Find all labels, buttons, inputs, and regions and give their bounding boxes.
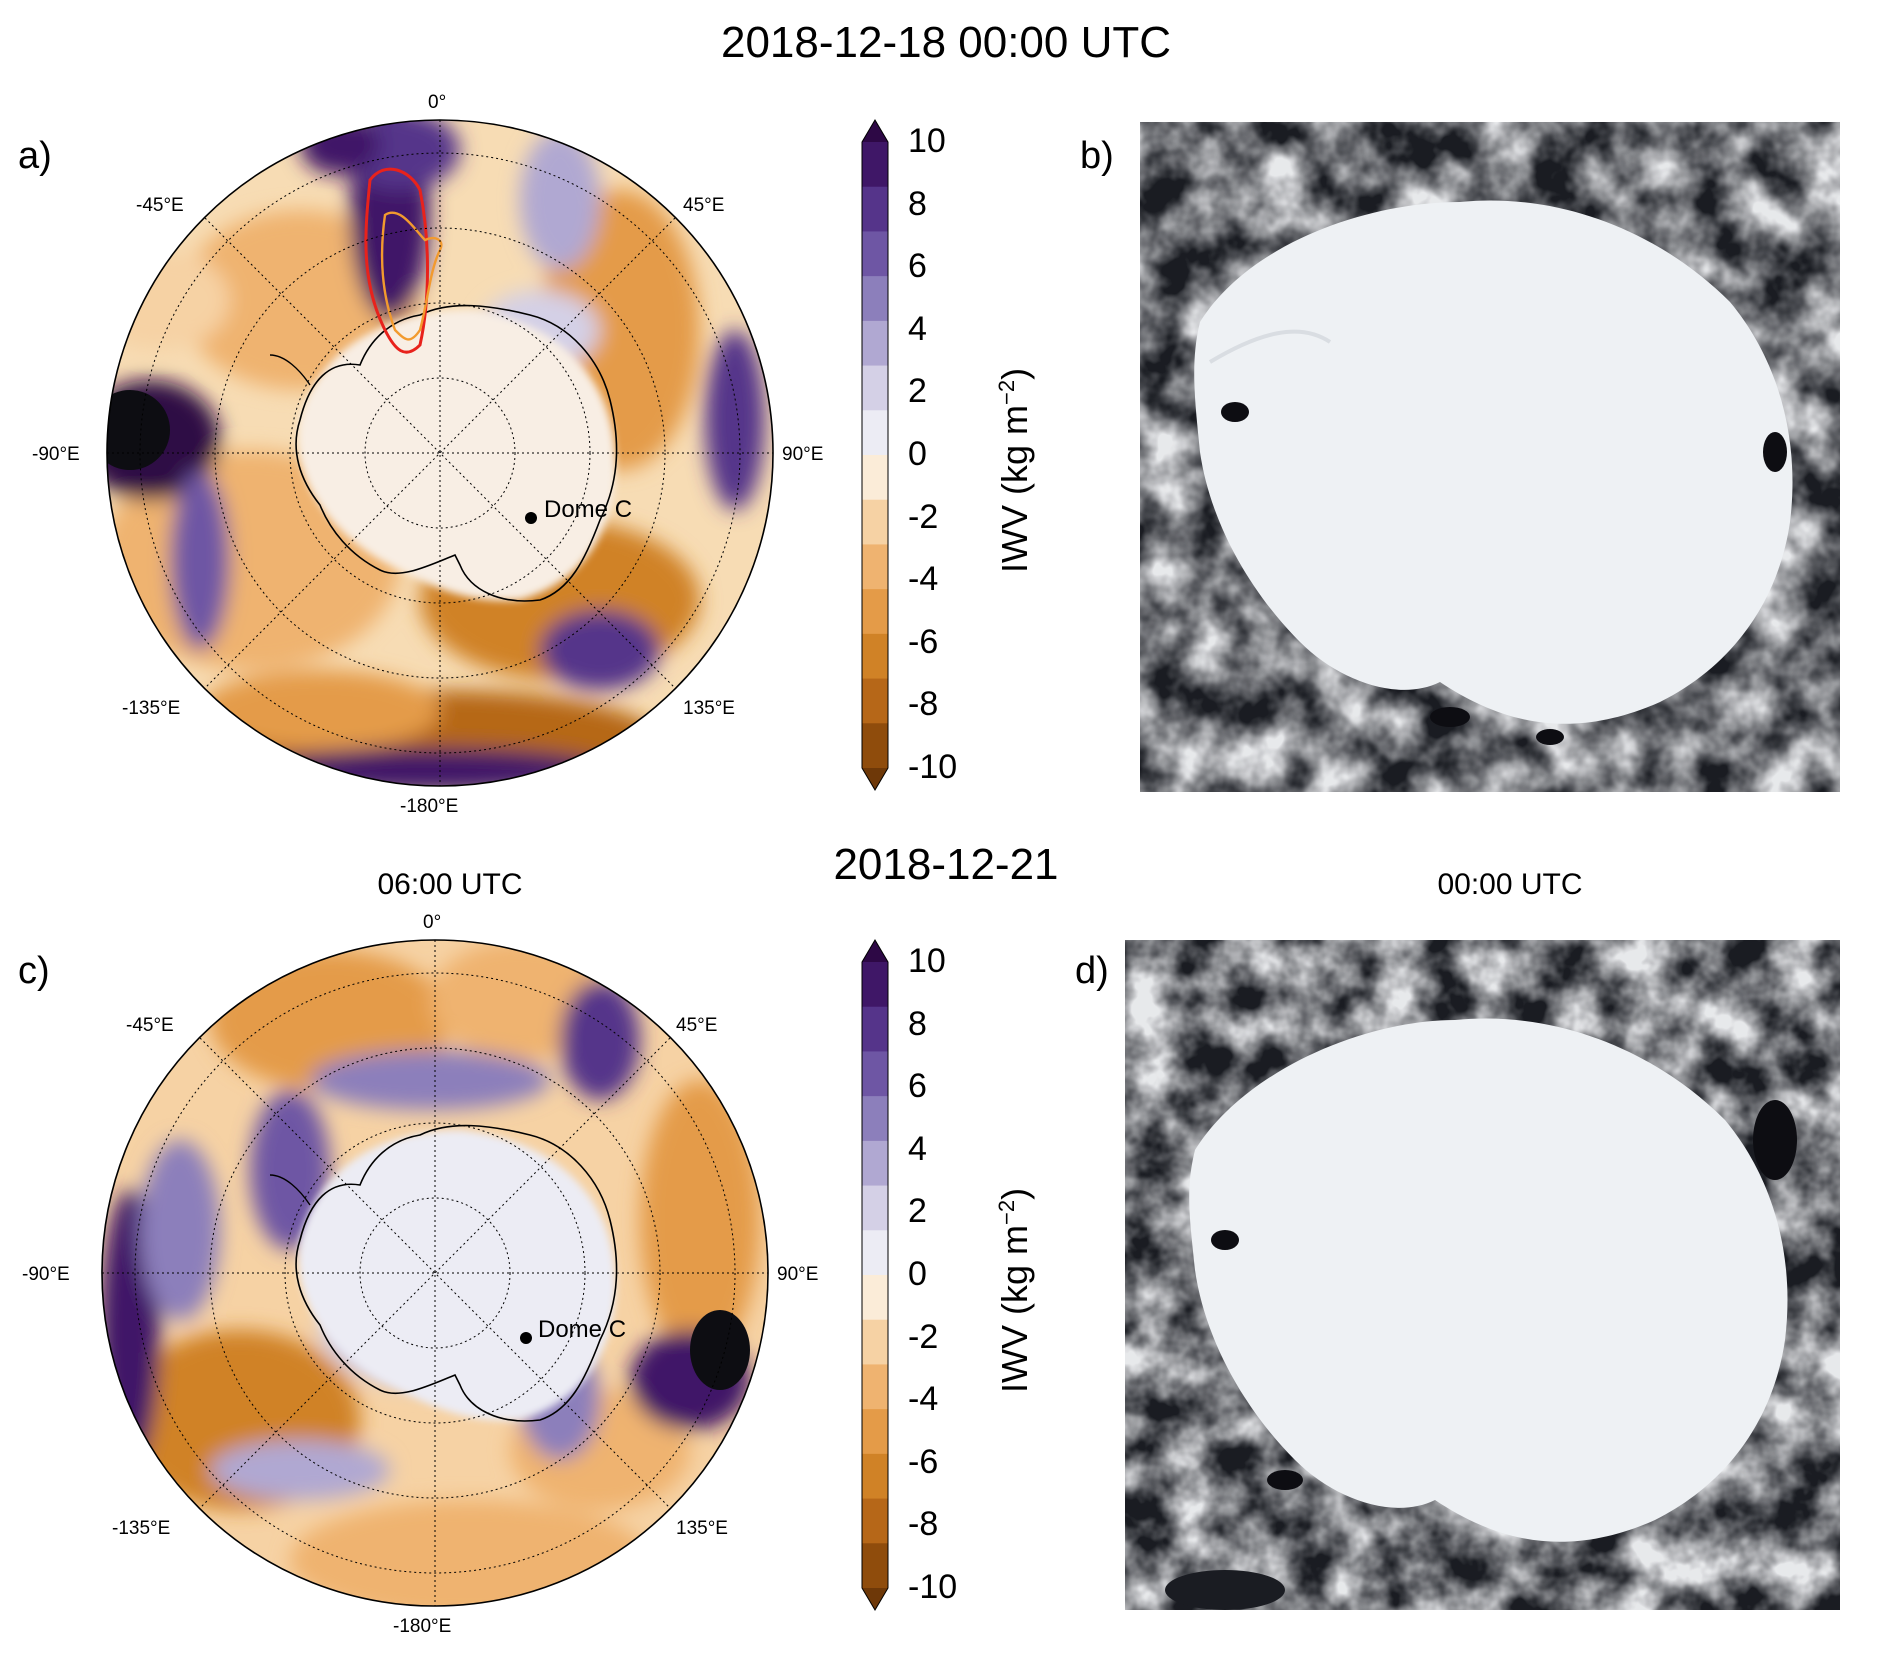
colorbar-tick-label: -4 <box>908 1380 939 1419</box>
colorbar-tick-label: 0 <box>908 435 927 473</box>
colorbar-segment <box>862 365 888 411</box>
colorbar-segment <box>862 1364 888 1410</box>
colorbar-min-extension <box>862 768 888 790</box>
colorbar-tick-label: -10 <box>908 748 958 786</box>
lon-label-a-m45: -45°E <box>136 195 184 216</box>
graticule-a <box>107 120 773 786</box>
colorbar-tick-label: 2 <box>908 1192 927 1231</box>
colorbar-segment <box>862 678 888 724</box>
dome-c-label-c: Dome C <box>538 1316 627 1343</box>
lon-label-a-135: 135°E <box>683 698 735 719</box>
dome-c-marker-a <box>525 512 537 524</box>
figure-title-middle: 2018-12-21 <box>833 840 1059 889</box>
coastline-a <box>295 304 618 602</box>
lon-label-a-0: 0° <box>428 92 447 113</box>
colorbar-segment <box>862 142 888 188</box>
colorbar-segment <box>862 410 888 456</box>
colorbar-tick-label: 8 <box>908 1004 927 1043</box>
colorbar-tick-label: 10 <box>908 122 946 160</box>
colorbar-tick-label: 10 <box>908 942 946 980</box>
panel-d-letter: d) <box>1075 950 1109 992</box>
colorbar-tick-label: -6 <box>908 622 939 661</box>
lon-label-c-m45: -45°E <box>126 1015 174 1036</box>
ice-sheet-d <box>1189 1018 1788 1542</box>
colorbar-tick-label: 8 <box>908 184 927 223</box>
colorbar-tick-label: 6 <box>908 1067 927 1106</box>
colorbar-tick-label: -8 <box>908 1505 939 1544</box>
lon-label-c-m135: -135°E <box>112 1518 171 1539</box>
colorbar-max-extension <box>862 120 888 142</box>
ar-contour-outer-a <box>364 167 429 354</box>
colorbar-segment <box>862 1051 888 1097</box>
colorbar-segment <box>862 186 888 232</box>
colorbar-segment <box>862 1140 888 1187</box>
satellite-image-d <box>1125 940 1840 1610</box>
ice-sheet-b <box>1194 200 1793 724</box>
colorbar-segment <box>862 1319 888 1365</box>
colorbar-segment <box>862 320 888 367</box>
colorbar-segment <box>862 723 888 769</box>
colorbar-tick-label: -2 <box>908 1317 939 1356</box>
colorbar-tick-label: 6 <box>908 247 927 286</box>
colorbar-c <box>861 939 889 1611</box>
colorbar-segment <box>862 1498 888 1544</box>
colorbar-segment <box>862 231 888 277</box>
colorbar-segment <box>862 962 888 1008</box>
colorbar-tick-label: -2 <box>908 497 939 536</box>
colorbar-c-label: IWV (kg m−2) <box>994 1187 1035 1393</box>
colorbar-tick-label: 0 <box>908 1255 927 1293</box>
lon-label-c-m90: -90°E <box>22 1264 70 1285</box>
colorbar-a-label: IWV (kg m−2) <box>994 367 1035 573</box>
dome-c-label-a: Dome C <box>544 496 633 523</box>
colorbar-a <box>861 119 889 791</box>
panel-d-time: 00:00 UTC <box>1437 868 1583 901</box>
lon-label-c-90: 90°E <box>777 1264 819 1285</box>
lon-label-c-0: 0° <box>423 912 442 933</box>
lon-label-c-180: -180°E <box>393 1616 452 1637</box>
colorbar-segment <box>862 589 888 635</box>
colorbar-tick-label: -4 <box>908 560 939 599</box>
colorbar-tick-label: 4 <box>908 1129 927 1168</box>
colorbar-tick-label: 2 <box>908 372 927 411</box>
panel-c-time: 06:00 UTC <box>377 868 523 901</box>
coastline-c <box>295 1124 618 1422</box>
iwv-field-a <box>107 120 773 786</box>
colorbar-segment <box>862 544 888 590</box>
colorbar-min-extension <box>862 1588 888 1610</box>
colorbar-segment <box>862 276 888 322</box>
colorbar-segment <box>862 1230 888 1276</box>
graticule-c <box>102 940 768 1606</box>
colorbar-segment <box>862 1543 888 1589</box>
colorbar-segment <box>862 1006 888 1052</box>
lon-label-c-45: 45°E <box>676 1015 718 1036</box>
panel-c-letter: c) <box>18 950 50 992</box>
colorbar-segment <box>862 1185 888 1231</box>
colorbar-segment <box>862 1409 888 1455</box>
colorbar-max-extension <box>862 940 888 962</box>
ar-contour-inner-a <box>380 211 443 341</box>
lon-label-a-m90: -90°E <box>32 444 80 465</box>
lon-label-a-45: 45°E <box>683 195 725 216</box>
colorbar-segment <box>862 1096 888 1142</box>
satellite-image-b <box>1140 122 1840 792</box>
figure-title-top: 2018-12-18 00:00 UTC <box>720 18 1172 67</box>
colorbar-segment <box>862 499 888 545</box>
lon-label-a-m135: -135°E <box>122 698 181 719</box>
colorbar-segment <box>862 633 888 680</box>
colorbar-segment <box>862 1275 888 1321</box>
panel-a-letter: a) <box>18 135 52 177</box>
colorbar-tick-label: -6 <box>908 1442 939 1481</box>
colorbar-segment <box>862 455 888 501</box>
colorbar-segment <box>862 1453 888 1500</box>
colorbar-tick-label: 4 <box>908 309 927 348</box>
colorbar-tick-label: -10 <box>908 1568 958 1606</box>
dome-c-marker-c <box>520 1332 532 1344</box>
lon-label-a-90: 90°E <box>782 444 824 465</box>
panel-b-letter: b) <box>1080 135 1114 177</box>
lon-label-a-180: -180°E <box>400 796 459 817</box>
lon-label-c-135: 135°E <box>676 1518 728 1539</box>
colorbar-tick-label: -8 <box>908 685 939 724</box>
